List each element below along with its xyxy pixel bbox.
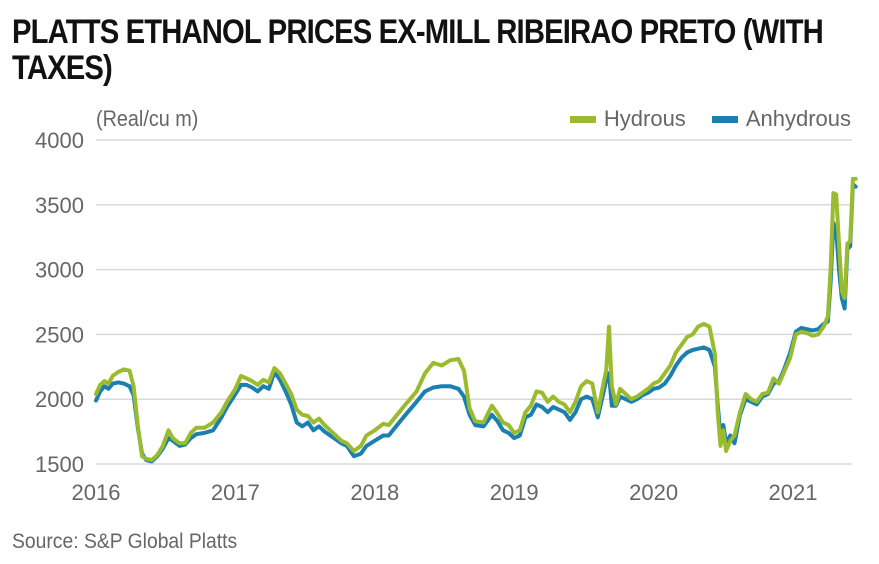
x-tick-label: 2016 <box>72 480 121 505</box>
y-tick-label: 4000 <box>35 128 84 153</box>
y-tick-label: 2000 <box>35 387 84 412</box>
y-tick-label: 1500 <box>35 452 84 477</box>
legend-swatch-anhydrous <box>711 115 738 123</box>
x-tick-label: 2020 <box>629 480 678 505</box>
x-tick-label: 2017 <box>211 480 260 505</box>
y-tick-label: 3000 <box>35 258 84 283</box>
legend-item-hydrous: Hydrous <box>569 106 686 132</box>
x-tick-label: 2019 <box>490 480 539 505</box>
legend-label-anhydrous: Anhydrous <box>745 106 851 131</box>
source-note: Source: S&P Global Platts <box>12 530 238 553</box>
y-tick-labels: 1500 2000 2500 3000 3500 4000 <box>35 128 84 477</box>
y-axis-unit-label: (Real/cu m) <box>96 106 199 131</box>
legend-swatch-hydrous <box>569 115 596 123</box>
x-tick-label: 2018 <box>350 480 399 505</box>
gridlines <box>96 139 852 465</box>
x-tick-labels: 2016 2017 2018 2019 2020 2021 <box>72 480 818 505</box>
series-line-hydrous <box>94 176 858 463</box>
legend-item-anhydrous: Anhydrous <box>711 106 851 132</box>
legend-label-hydrous: Hydrous <box>603 106 686 131</box>
y-tick-label: 2500 <box>35 322 84 347</box>
x-tick-label: 2021 <box>769 480 818 505</box>
chart-title: PLATTS ETHANOL PRICES EX-MILL RIBEIRAO P… <box>12 13 824 87</box>
legend: Hydrous Anhydrous <box>569 106 851 132</box>
y-tick-label: 3500 <box>35 193 84 218</box>
series-lines <box>94 176 858 464</box>
